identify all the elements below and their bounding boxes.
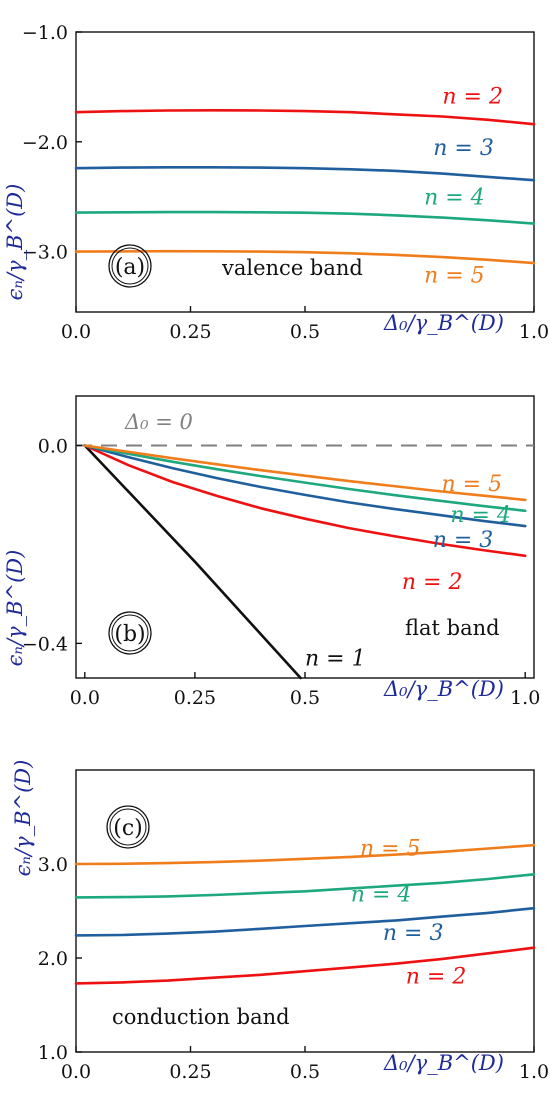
panel-letter-circle-inner (109, 808, 147, 846)
series-label-n1: n = 1 (305, 647, 366, 672)
series-line-n2 (83, 444, 527, 558)
x-tick-label: 0.0 (70, 687, 100, 709)
series-label-n3: n = 3 (433, 528, 494, 553)
band-annotation: valence band (221, 256, 363, 280)
x-tick-label: 0.5 (290, 321, 320, 343)
series-line-n3 (74, 906, 536, 937)
series-label-n2: n = 2 (442, 84, 503, 109)
panel-letter-circle (108, 611, 152, 655)
x-axis-label: Δ₀/γ_B^(D) (383, 677, 504, 701)
band-annotation: conduction band (112, 1005, 290, 1029)
y-tick-label: −3.0 (22, 242, 68, 264)
panel-c: 0.0 0.25 0.5 1.0 1.0 2.0 3.0 n = 2 n = 3 n = 4 n =… (11, 760, 549, 1083)
y-tick-label: −0.4 (22, 633, 68, 655)
y-tick-label: −2.0 (22, 132, 68, 154)
x-tick-label: 1.0 (519, 1061, 549, 1083)
series-label-n5: n = 5 (442, 472, 503, 497)
y-axis-label: ϵₙ/γ_B^(D) (3, 184, 27, 301)
panel-letter-circle (106, 805, 150, 849)
panel-letter: (a) (115, 255, 145, 280)
reference-line-label: Δ₀ = 0 (124, 410, 193, 434)
series-label-n3: n = 3 (433, 136, 494, 161)
series-line-n2 (74, 946, 536, 985)
x-tick-label: 0.25 (174, 687, 216, 709)
panel-letter-circle-inner (111, 614, 149, 652)
y-tick-label: 2.0 (38, 948, 68, 970)
series-label-n4: n = 4 (450, 503, 511, 528)
y-tick-label: 3.0 (38, 854, 68, 876)
x-tick-label: 0.5 (290, 1061, 320, 1083)
x-tick-label: 0.25 (169, 1061, 211, 1083)
series-line-n5 (74, 249, 536, 265)
x-tick-label: 0.25 (169, 321, 211, 343)
panel-letter: (b) (114, 622, 145, 647)
panel-b: Δ₀ = 0 0.0 0.25 0.5 1.0 0.0 −0.4 n = 1 n = 2 n = … (3, 395, 540, 709)
panel-letter-circle (108, 244, 152, 288)
series-line-n5 (74, 843, 536, 866)
panel-a: 0.0 0.25 0.5 1.0 −1.0 −2.0 −3.0 n = 2 n = 3 n = 4… (3, 22, 549, 343)
series-label-n5: n = 5 (360, 837, 421, 862)
series-line-n1 (83, 444, 302, 680)
x-tick-label: 0.5 (290, 687, 320, 709)
series-label-n3: n = 3 (383, 921, 444, 946)
panel-letter: (c) (113, 816, 143, 841)
x-axis-label: Δ₀/γ_B^(D) (383, 1051, 504, 1075)
x-tick-label: 1.0 (519, 321, 549, 343)
series-line-n2 (74, 109, 536, 126)
y-tick-label: 0.0 (38, 435, 68, 457)
series-label-n2: n = 2 (402, 570, 463, 595)
y-tick-label: −1.0 (22, 22, 68, 44)
series-label-n4: n = 4 (424, 185, 485, 210)
x-tick-label: 0.0 (61, 321, 91, 343)
series-line-n3 (74, 166, 536, 182)
x-axis-label: Δ₀/γ_B^(D) (383, 311, 504, 335)
panel-letter-circle-inner (111, 247, 149, 285)
series-line-n4 (74, 872, 536, 899)
series-line-n4 (83, 444, 527, 513)
series-line-n5 (83, 444, 527, 502)
y-axis-label: ϵₙ/γ_B^(D) (3, 550, 27, 667)
y-axis-label: ϵₙ/γ_B^(D) (11, 760, 35, 877)
series-label-n4: n = 4 (351, 883, 412, 908)
band-annotation: flat band (405, 616, 500, 640)
series-label-n2: n = 2 (406, 964, 467, 989)
x-tick-label: 0.0 (61, 1061, 91, 1083)
series-line-n3 (83, 444, 527, 528)
series-label-n5: n = 5 (424, 263, 485, 288)
x-tick-label: 1.0 (510, 687, 540, 709)
series-line-n4 (74, 210, 536, 225)
y-tick-label: 1.0 (38, 1042, 68, 1064)
